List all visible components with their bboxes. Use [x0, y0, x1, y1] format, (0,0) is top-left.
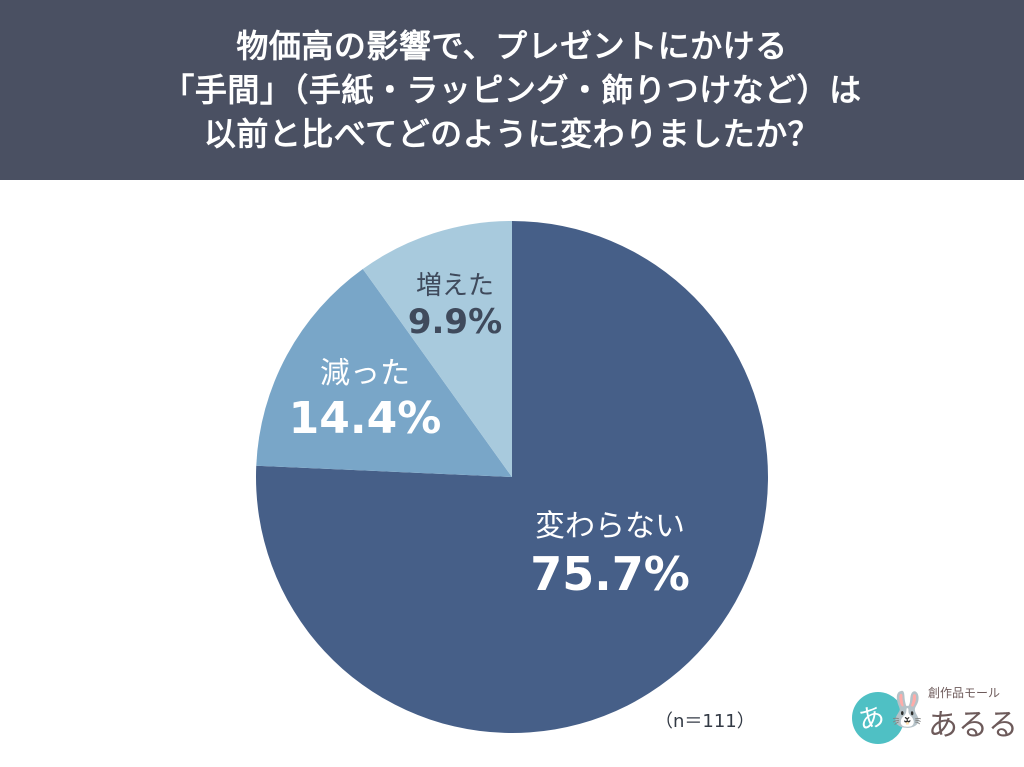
title-line-3: 以前と比べてどのように変わりましたか？: [203, 115, 821, 153]
slice-decreased: [256, 268, 512, 477]
brand-logo: あ 🐰 創作品モール あるる: [848, 680, 1018, 750]
slice-unchanged: [256, 221, 769, 734]
slice-label-decreased: 減った 14.4%: [288, 356, 442, 444]
rabbit-icon: 🐰: [886, 690, 929, 730]
pie-chart-area: 変わらない 75.7% 減った 14.4% 増えた 9.9% （n＝111） あ…: [0, 180, 1024, 767]
slice-label-increased: 増えた 9.9%: [407, 271, 503, 342]
slice-label-unchanged: 変わらない 75.7%: [530, 509, 690, 601]
logo-subtitle: 創作品モール: [928, 686, 1001, 700]
chart-title-banner: 物価高の影響で、プレゼントにかける 「手間」（手紙・ラッピング・飾りつけなど）は…: [0, 0, 1024, 180]
title-line-1: 物価高の影響で、プレゼントにかける: [236, 27, 788, 65]
slice-increased: [362, 221, 512, 477]
title-line-2: 「手間」（手紙・ラッピング・飾りつけなど）は: [162, 71, 862, 109]
sample-size-label: （n＝111）: [655, 711, 755, 732]
pie-chart: [256, 221, 769, 734]
logo-name: あるる: [928, 708, 1018, 743]
logo-circle: [852, 692, 904, 744]
